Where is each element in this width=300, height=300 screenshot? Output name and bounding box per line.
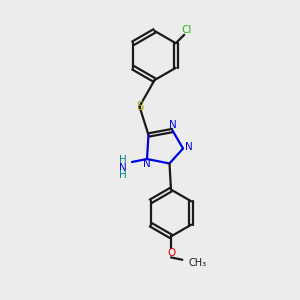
Text: CH₃: CH₃: [188, 258, 206, 268]
Text: N: N: [142, 159, 150, 169]
Text: N: N: [184, 142, 192, 152]
Text: O: O: [167, 248, 175, 258]
Text: N: N: [169, 120, 176, 130]
Text: H: H: [119, 154, 127, 165]
Text: Cl: Cl: [182, 25, 192, 35]
Text: H: H: [119, 170, 127, 180]
Text: N: N: [119, 163, 127, 173]
Text: S: S: [136, 100, 143, 113]
